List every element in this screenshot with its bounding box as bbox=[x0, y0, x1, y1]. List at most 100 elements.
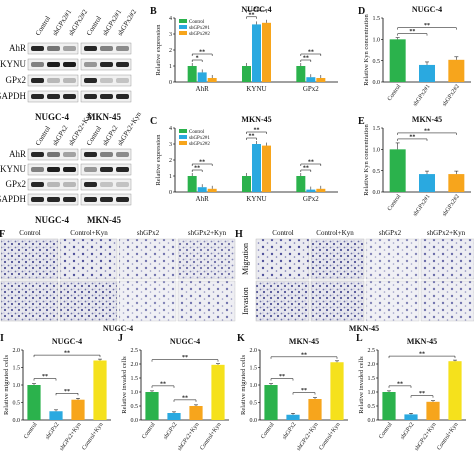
bar bbox=[262, 22, 271, 82]
micrograph-column-label: shGPx2 bbox=[137, 229, 160, 237]
significance-bracket bbox=[191, 169, 203, 172]
blot-band bbox=[116, 46, 129, 51]
y-tick-label: 1.0 bbox=[13, 383, 21, 389]
micrograph-image bbox=[310, 280, 365, 322]
significance-marker: ** bbox=[254, 6, 260, 12]
x-tick-label: AhR bbox=[196, 195, 210, 203]
blot-band bbox=[63, 152, 76, 157]
y-tick-label: 2 bbox=[169, 48, 172, 54]
chart-b: NUGC-4 0 1 2 3 4 Relative expression AhR KYNU GPx… bbox=[155, 5, 338, 93]
significance-marker: ** bbox=[182, 355, 188, 361]
blot-band bbox=[100, 167, 113, 172]
micrograph-image bbox=[365, 280, 420, 322]
blot-band bbox=[63, 62, 76, 67]
significance-bracket bbox=[397, 138, 428, 141]
micrograph-image bbox=[255, 238, 310, 280]
micrographs-nugc4: Control Control+Kyn shGPx2 shGPx2+Kyn NU… bbox=[0, 229, 236, 333]
bar bbox=[382, 392, 396, 420]
y-tick-label: 2 bbox=[169, 158, 172, 164]
bar bbox=[211, 364, 225, 420]
significance-bracket bbox=[33, 378, 57, 381]
blot-band bbox=[84, 78, 97, 83]
bar bbox=[252, 144, 261, 192]
blot-row-label: GPx2 bbox=[5, 75, 26, 85]
micrograph-image bbox=[365, 238, 420, 280]
significance-bracket bbox=[300, 53, 322, 56]
micrograph-image bbox=[118, 238, 177, 280]
blot-band bbox=[84, 94, 97, 99]
chart-c: MKN-45 0 1 2 3 4 Relative expression AhR KYNU GPx… bbox=[155, 115, 338, 203]
y-tick-label: 0.5 bbox=[131, 404, 139, 410]
blot-band bbox=[100, 94, 113, 99]
bar bbox=[389, 39, 406, 82]
legend-swatch bbox=[179, 129, 187, 133]
x-tick-label: shGPx2+Kyn bbox=[296, 422, 320, 452]
x-tick-label: shGPx2 bbox=[400, 422, 416, 441]
micrographs-mkn45: Control Control+Kyn shGPx2 shGPx2+Kyn Mi… bbox=[241, 229, 474, 333]
micrograph-image bbox=[310, 238, 365, 280]
blot-band bbox=[84, 46, 97, 51]
significance-marker: ** bbox=[249, 134, 255, 140]
bar bbox=[426, 401, 440, 420]
x-tick-label: shGPx2 bbox=[163, 422, 179, 441]
y-tick-label: 0.0 bbox=[13, 418, 21, 424]
significance-marker: ** bbox=[397, 381, 403, 387]
blot-band bbox=[31, 152, 44, 157]
bar bbox=[187, 66, 197, 82]
y-tick-label: 0.0 bbox=[373, 80, 381, 86]
panel-letter-e: E bbox=[358, 116, 365, 127]
significance-bracket bbox=[33, 354, 101, 358]
lane-label: Control bbox=[85, 125, 103, 147]
legend-swatch bbox=[179, 31, 187, 35]
blot-band bbox=[63, 197, 76, 202]
y-tick-label: 2.0 bbox=[131, 362, 139, 368]
significance-bracket bbox=[388, 355, 456, 359]
significance-marker: ** bbox=[301, 352, 307, 358]
micrograph-column-label: Control bbox=[19, 229, 40, 237]
blot-band bbox=[116, 167, 129, 172]
y-tick-label: 1.5 bbox=[131, 376, 139, 382]
micrograph-image bbox=[59, 280, 118, 322]
x-tick-label: shGPx2 bbox=[45, 422, 61, 441]
micrograph-row-label: Migration bbox=[241, 243, 250, 275]
x-tick-label: Control bbox=[387, 193, 403, 212]
legend-entry: shGPx2#2 bbox=[189, 32, 210, 37]
blot-row-label: AhR bbox=[9, 43, 26, 53]
blot-band bbox=[47, 94, 60, 99]
x-tick-label: shGPx2+Kyn bbox=[414, 422, 438, 452]
x-tick-label: Control bbox=[260, 421, 276, 440]
y-tick-label: 0.0 bbox=[250, 418, 258, 424]
blot-band bbox=[63, 94, 76, 99]
significance-bracket bbox=[151, 359, 219, 362]
bar bbox=[242, 66, 251, 82]
blot-band bbox=[116, 197, 129, 202]
bar bbox=[389, 149, 406, 192]
blot-band bbox=[31, 167, 44, 172]
significance-marker: * bbox=[196, 56, 199, 62]
chart-title: MKN-45 bbox=[412, 115, 442, 124]
significance-bracket bbox=[397, 27, 457, 30]
micrograph-column-label: Control bbox=[272, 229, 293, 237]
y-tick-label: 3 bbox=[169, 142, 172, 148]
y-axis-label: Relative Kyn concentration bbox=[363, 14, 370, 86]
x-tick-label: Control bbox=[378, 421, 394, 440]
blot-band bbox=[63, 182, 76, 187]
blot-band bbox=[47, 197, 60, 202]
y-tick-label: 1.0 bbox=[373, 148, 381, 154]
x-tick-label: KYNU bbox=[246, 85, 266, 93]
significance-bracket bbox=[300, 59, 312, 62]
x-tick-label: Control+Kyn bbox=[318, 422, 341, 452]
x-tick-label: KYNU bbox=[246, 195, 266, 203]
significance-bracket bbox=[246, 131, 267, 134]
x-tick-label: shGPx2#1 bbox=[412, 194, 431, 218]
lane-label: Control bbox=[34, 15, 52, 37]
y-tick-label: 2.0 bbox=[368, 362, 376, 368]
y-tick-label: 0.5 bbox=[373, 169, 381, 175]
legend-entry: shGPx2#1 bbox=[189, 136, 210, 141]
blot-band bbox=[100, 62, 113, 67]
y-tick-label: 0.0 bbox=[373, 190, 381, 196]
x-tick-label: Control bbox=[387, 83, 403, 102]
bar bbox=[207, 78, 217, 82]
significance-marker: ** bbox=[64, 389, 70, 395]
